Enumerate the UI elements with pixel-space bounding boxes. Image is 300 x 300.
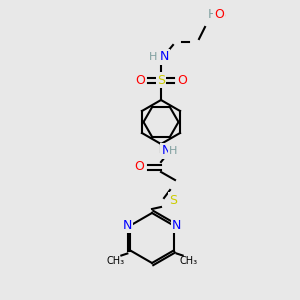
Text: O: O [214, 8, 224, 22]
Text: O: O [215, 11, 225, 23]
Text: S: S [169, 194, 177, 206]
Text: O: O [135, 74, 145, 86]
Text: H: H [169, 146, 177, 156]
Text: N: N [159, 50, 169, 64]
Text: H: H [149, 52, 157, 62]
Text: N: N [172, 219, 181, 232]
Text: O: O [134, 160, 144, 173]
Text: H: H [209, 12, 217, 22]
Text: CH₃: CH₃ [106, 256, 124, 266]
Text: N: N [123, 219, 132, 232]
Text: N: N [161, 145, 171, 158]
Text: S: S [157, 74, 165, 86]
Text: H: H [207, 8, 217, 22]
Text: CH₃: CH₃ [180, 256, 198, 266]
Text: O: O [177, 74, 187, 86]
